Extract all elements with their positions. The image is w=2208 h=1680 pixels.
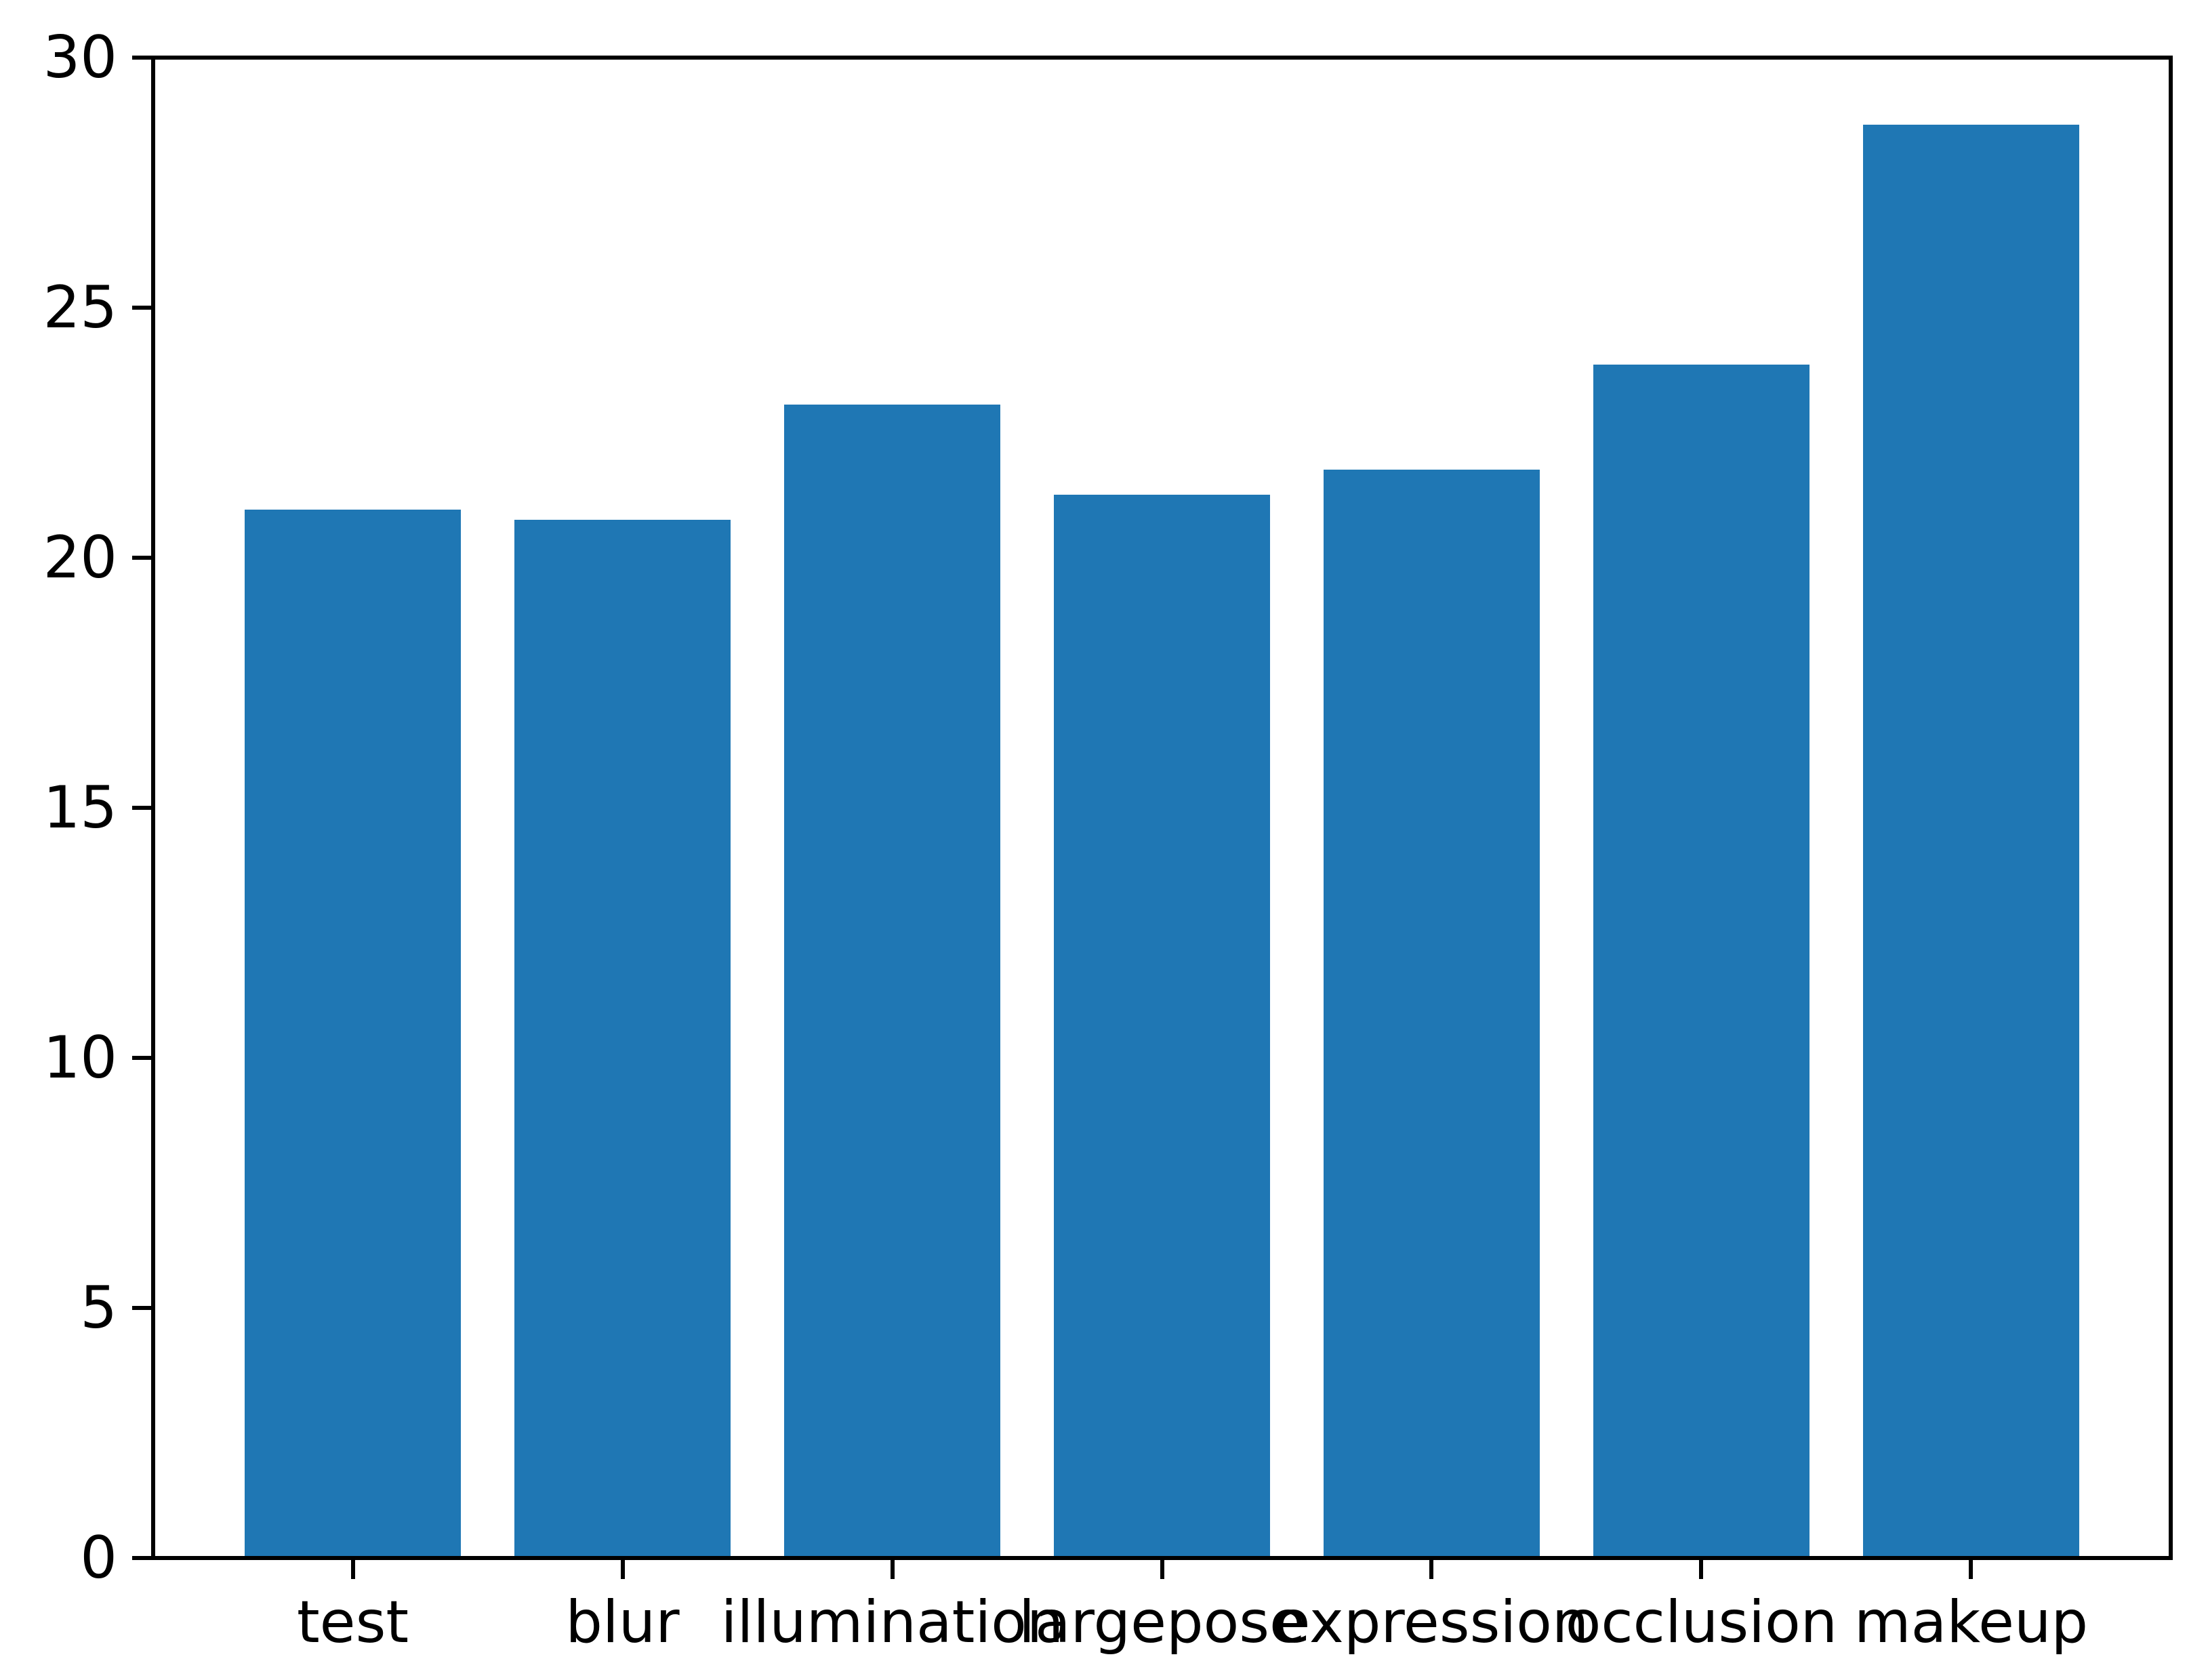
y-tick-label-10: 10 <box>43 1024 117 1092</box>
bar-expression <box>1324 470 1540 1560</box>
x-tick-occlusion <box>1699 1560 1704 1579</box>
x-tick-illumination <box>890 1560 895 1579</box>
y-tick-label-20: 20 <box>43 524 117 592</box>
y-tick-0 <box>132 1556 151 1560</box>
bar-blur <box>514 519 731 1560</box>
y-tick-20 <box>132 556 151 560</box>
y-tick-25 <box>132 306 151 310</box>
bar-test <box>245 510 461 1560</box>
y-tick-label-25: 25 <box>43 274 117 342</box>
x-tick-label-makeup: makeup <box>1854 1589 2089 1656</box>
x-tick-label-blur: blur <box>565 1589 680 1656</box>
y-tick-10 <box>132 1056 151 1060</box>
y-tick-label-30: 30 <box>43 24 117 91</box>
x-tick-makeup <box>1969 1560 1974 1579</box>
y-tick-30 <box>132 56 151 60</box>
x-tick-label-expression: expression <box>1274 1589 1589 1656</box>
x-tick-label-occlusion: occlusion <box>1565 1589 1838 1656</box>
bar-illumination <box>784 405 1000 1560</box>
y-tick-label-0: 0 <box>80 1524 117 1592</box>
bar-occlusion <box>1593 365 1810 1560</box>
x-tick-largepose <box>1160 1560 1164 1579</box>
y-tick-label-5: 5 <box>80 1274 117 1342</box>
x-tick-label-largepose: largepose <box>1019 1589 1305 1656</box>
bar-makeup <box>1863 124 2079 1560</box>
y-tick-15 <box>132 806 151 810</box>
y-tick-5 <box>132 1306 151 1310</box>
bar-largepose <box>1054 495 1270 1560</box>
x-tick-blur <box>620 1560 625 1579</box>
y-tick-label-15: 15 <box>43 774 117 842</box>
x-tick-expression <box>1429 1560 1434 1579</box>
x-tick-label-illumination: illumination <box>720 1589 1064 1656</box>
x-tick-label-test: test <box>296 1589 409 1656</box>
x-tick-test <box>350 1560 355 1579</box>
